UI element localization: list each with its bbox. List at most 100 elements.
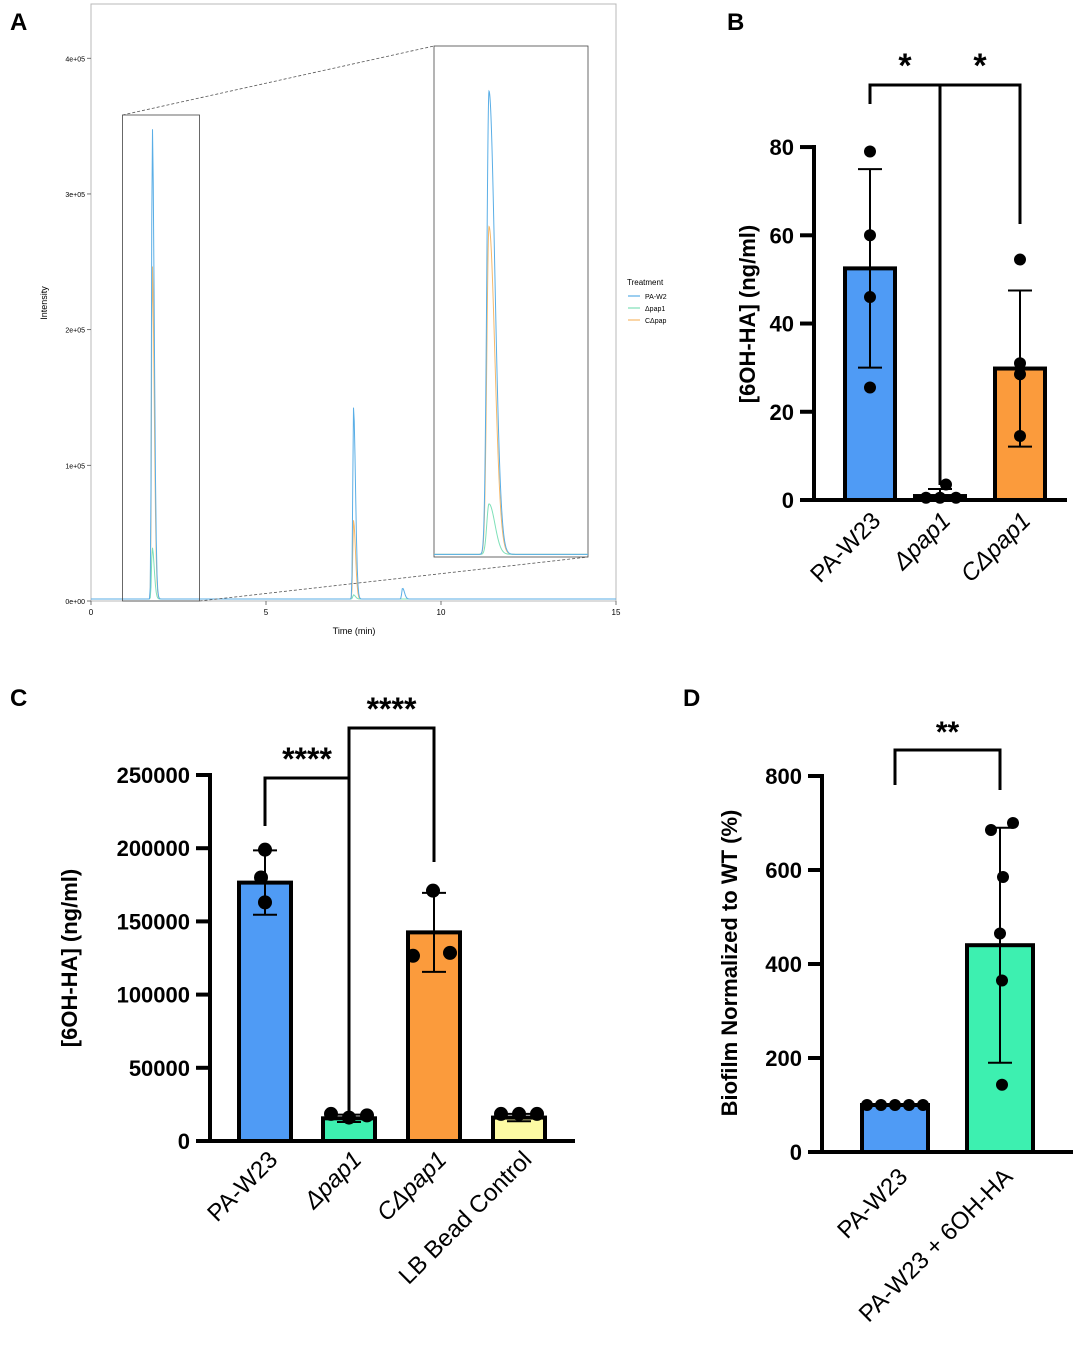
data-point [997,871,1009,884]
data-point [875,1099,887,1111]
legend-label: PA-W2 [645,294,667,301]
data-point [324,1106,338,1121]
data-point [406,948,420,963]
x-tick-label: 0 [89,608,94,617]
y-tick-label: 0 [782,488,794,513]
significance-bracket [938,83,1022,485]
y-tick-label: 50000 [129,1056,190,1081]
data-point [920,491,932,504]
data-point [1007,817,1019,829]
data-point [864,145,876,158]
panel-letter-c: C [10,685,27,712]
chromatogram-traces [91,129,616,600]
chart-panel-c: 0 50000 100000 150000 200000 250000 PA-W23 Δpap… [117,691,575,1290]
significance-label: ** [936,716,960,749]
inset-trace-CΔpap [434,225,588,555]
x-tick-label: 5 [264,608,269,617]
category-label: CΔpap1 [956,507,1036,587]
data-point [864,381,876,394]
data-point [342,1110,356,1125]
data-point [950,491,962,504]
bar-PA-W23 [237,880,293,1143]
x-tick-label: 15 [612,608,621,617]
legend-a: Treatment PA-W2 Δpap1 CΔpap [627,278,667,325]
category-label: PA-W23 [202,1146,283,1227]
y-tick-label: 400 [765,952,802,977]
data-point [864,291,876,304]
data-point [996,1078,1008,1091]
y-axis-label-c: [6OH-HA] (ng/ml) [57,869,82,1047]
data-point [934,491,946,504]
axis-ticks-a: 0 5 10 15 0e+00 1e+05 2e+05 3e+05 4e+05 [65,56,621,617]
category-label: Δpap1 [887,507,956,576]
data-point [258,842,272,857]
y-tick-label: 4e+05 [65,56,85,63]
data-point [494,1106,508,1121]
data-point [940,478,952,491]
plot-frame-a [90,3,617,602]
category-label: PA-W23 [832,1163,913,1244]
y-tick-label: 3e+05 [65,192,85,199]
y-tick-label: 150000 [117,909,190,934]
inset-trace-Δpap1 [434,503,588,555]
data-point [360,1108,374,1123]
data-point [426,883,440,898]
y-tick-label: 40 [770,312,794,337]
inset-zoom [122,45,589,602]
y-tick-label: 2e+05 [65,328,85,335]
y-axis-label-a: Intensity [39,286,49,320]
legend-label: Δpap1 [645,306,665,313]
data-point [512,1106,526,1121]
y-tick-label: 200000 [117,836,190,861]
y-tick-label: 1e+05 [65,463,85,470]
y-tick-label: 100000 [117,983,190,1008]
data-point [1014,368,1026,381]
significance-bracket [347,726,436,1112]
significance-label: * [973,47,987,85]
significance-bracket [893,748,1002,790]
significance-label: **** [282,741,332,777]
data-point [889,1099,901,1111]
data-point [443,945,457,960]
chart-panel-b: 0 20 40 60 80 PA-W23 Δpap1 CΔpap1 * * [770,47,1067,588]
legend-title-a: Treatment [627,278,664,287]
significance-label: * [898,47,912,85]
data-point [254,870,268,885]
y-tick-label: 60 [770,223,794,248]
y-tick-label: 0 [178,1129,190,1154]
inset-trace-PA-W2 [434,89,588,555]
panel-letter-d: D [683,685,700,712]
chart-panel-a: 0 5 10 15 0e+00 1e+05 2e+05 3e+05 4e+05 Time (mi… [39,3,667,636]
inset-zoom-box [433,45,589,558]
panel-letter-a: A [10,9,27,36]
data-point [903,1099,915,1111]
y-tick-label: 20 [770,400,794,425]
data-point [1014,253,1026,266]
inset-source-box [122,114,200,602]
inset-connector-bottom [199,556,589,602]
data-point [530,1106,544,1121]
data-point [1014,357,1026,370]
trace-PA-W2 [91,129,616,600]
trace-Δpap1 [91,547,616,600]
data-point [861,1099,873,1111]
y-tick-label: 0e+00 [65,599,85,606]
data-point [1014,430,1026,443]
y-axis-label-b: [6OH-HA] (ng/ml) [735,225,760,403]
inset-connector-top [122,45,435,116]
data-point [985,824,997,837]
significance-label: **** [367,691,417,727]
y-tick-label: 600 [765,858,802,883]
category-label: CΔpap1 [372,1146,452,1226]
category-label: Δpap1 [298,1146,367,1215]
y-tick-label: 800 [765,764,802,789]
x-tick-label: 10 [437,608,446,617]
category-label: PA-W23 [805,507,886,588]
data-point [917,1099,929,1111]
y-tick-label: 200 [765,1046,802,1071]
data-point [864,229,876,242]
y-tick-label: 0 [790,1140,802,1165]
y-tick-label: 250000 [117,763,190,788]
